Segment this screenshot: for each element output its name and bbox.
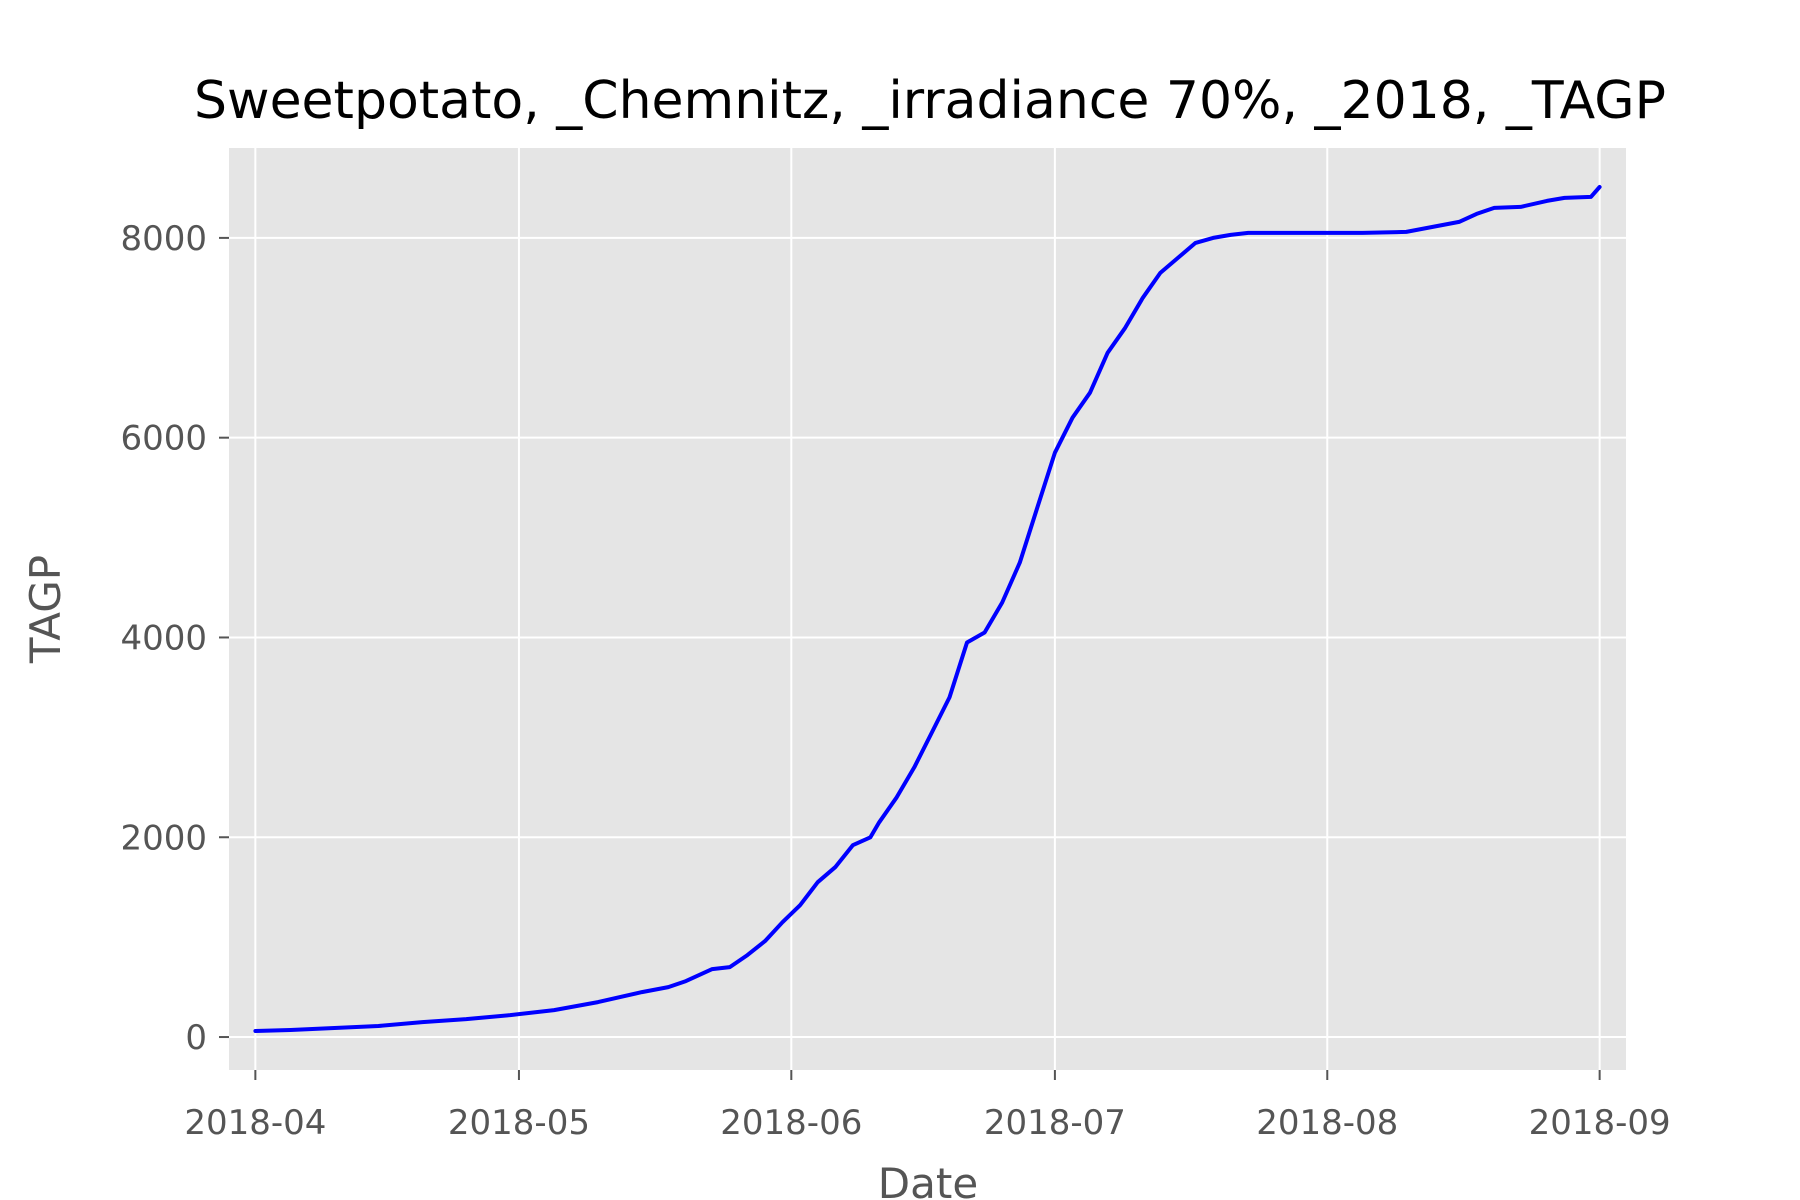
x-axis-label: Date xyxy=(878,1159,978,1200)
y-tick-label: 0 xyxy=(185,1018,207,1058)
x-tick-label: 2018-04 xyxy=(184,1103,326,1143)
line-layer xyxy=(253,185,1602,1033)
x-tick-label: 2018-06 xyxy=(720,1103,862,1143)
y-tick-label: 4000 xyxy=(120,618,207,658)
y-axis: 0 2000 4000 6000 8000 xyxy=(120,219,229,1058)
grid xyxy=(229,148,1626,1070)
tagp-line xyxy=(253,185,1602,1033)
x-tick-label: 2018-05 xyxy=(448,1103,590,1143)
y-axis-label: TAGP xyxy=(21,555,70,664)
y-tick-label: 6000 xyxy=(120,419,207,459)
chart-title: Sweetpotato, _Chemnitz, _irradiance 70%,… xyxy=(194,71,1666,131)
x-axis: 2018-04 2018-05 2018-06 2018-07 2018-08 2018-… xyxy=(184,1070,1671,1143)
y-tick-label: 8000 xyxy=(120,219,207,259)
x-tick-label: 2018-08 xyxy=(1256,1103,1398,1143)
plot-area xyxy=(229,148,1626,1070)
x-tick-label: 2018-09 xyxy=(1529,1103,1671,1143)
y-tick-label: 2000 xyxy=(120,818,207,858)
x-tick-label: 2018-07 xyxy=(984,1103,1126,1143)
